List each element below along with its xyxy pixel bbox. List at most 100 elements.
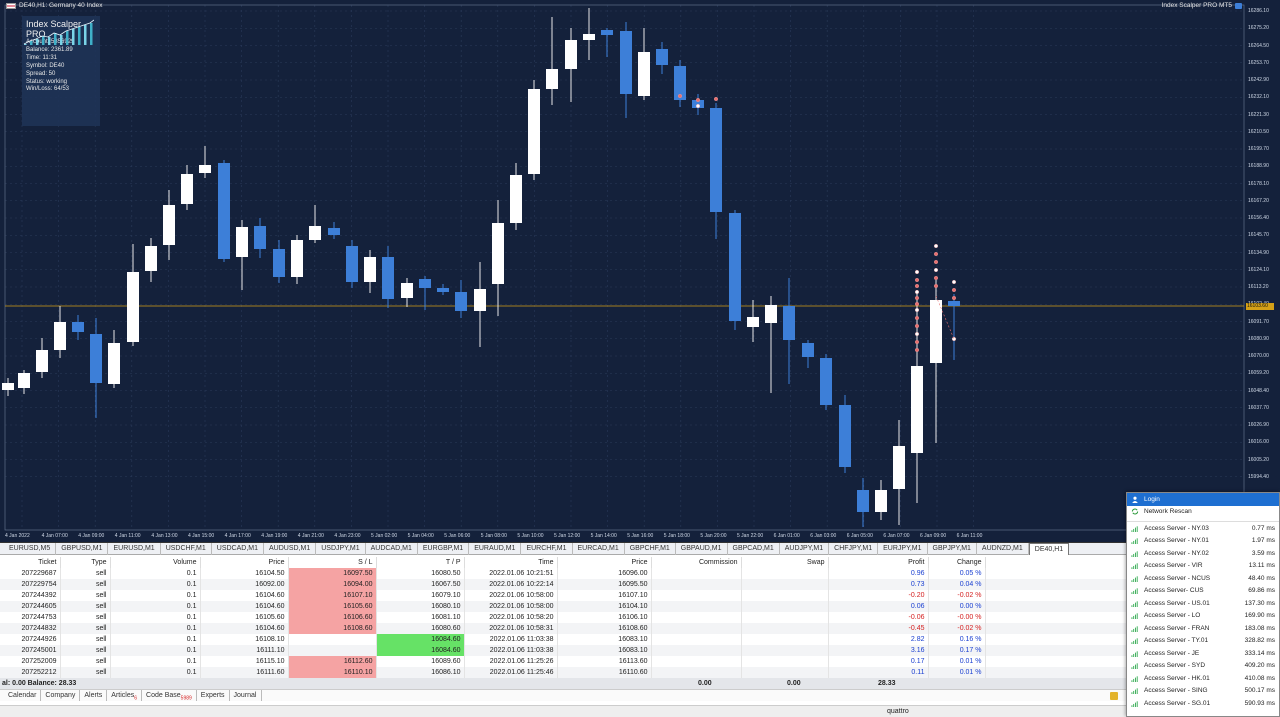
cell-volume: 0.1 bbox=[110, 656, 201, 667]
trade-row[interactable]: 207252009 sell 0.1 16115.10 16112.60 16089.60… bbox=[0, 656, 1130, 667]
trade-row[interactable]: 207252212 sell 0.1 16111.60 16110.10 16086.10… bbox=[0, 667, 1130, 678]
trade-row[interactable]: 207244926 sell 0.1 16108.10 16084.60 2022.01.… bbox=[0, 634, 1130, 645]
status-text: quattro bbox=[887, 708, 909, 715]
bear-candle bbox=[948, 301, 960, 306]
trade-row[interactable]: 207244605 sell 0.1 16104.60 16105.60 16080.10… bbox=[0, 601, 1130, 612]
trade-row[interactable]: 207229754 sell 0.1 16092.00 16094.00 16067.50… bbox=[0, 579, 1130, 590]
symbol-tab[interactable]: EURUSD,M1 bbox=[108, 543, 161, 555]
column-header[interactable]: Price bbox=[557, 557, 652, 568]
server-item[interactable]: Access Server - NY.02 3.59 ms bbox=[1127, 547, 1279, 560]
server-item[interactable]: Access Server- CUS 69.86 ms bbox=[1127, 585, 1279, 598]
sparkline-logo-icon bbox=[23, 19, 94, 45]
server-item[interactable]: Access Server - SG.01 590.93 ms bbox=[1127, 697, 1279, 710]
symbol-tab[interactable]: AUDUSD,M1 bbox=[264, 543, 317, 555]
symbol-tab[interactable]: EURGBP,M1 bbox=[418, 543, 470, 555]
symbol-tab[interactable]: CHFJPY,M1 bbox=[829, 543, 879, 555]
trade-row[interactable]: 207229687 sell 0.1 16104.50 16097.50 16080.50… bbox=[0, 568, 1130, 579]
symbol-tab[interactable]: GBPJPY,M1 bbox=[928, 543, 977, 555]
trade-marker bbox=[952, 280, 957, 285]
column-header[interactable]: Volume bbox=[110, 557, 201, 568]
trade-row[interactable]: 207245001 sell 0.1 16111.10 16084.60 2022.01.… bbox=[0, 645, 1130, 656]
column-header[interactable]: Type bbox=[60, 557, 111, 568]
cell-type: sell bbox=[60, 645, 111, 656]
server-item[interactable]: Access Server - NCUS 48.40 ms bbox=[1127, 572, 1279, 585]
toolbox-tab[interactable]: Alerts bbox=[80, 690, 108, 701]
server-ping: 183.08 ms bbox=[1244, 624, 1275, 632]
toolbox-tab[interactable]: Calendar bbox=[4, 690, 42, 701]
column-header[interactable]: S / L bbox=[288, 557, 377, 568]
cell-profit: 0.96 bbox=[828, 568, 929, 579]
server-name: Access Server - LO bbox=[1144, 612, 1201, 620]
sparkline-bar bbox=[54, 33, 57, 45]
symbol-tab[interactable]: EURJPY,M1 bbox=[878, 543, 928, 555]
symbol-tab[interactable]: AUDCAD,M1 bbox=[366, 543, 418, 555]
column-header[interactable]: Ticket bbox=[0, 557, 61, 568]
bear-candle bbox=[601, 30, 613, 35]
column-header[interactable]: Profit bbox=[828, 557, 929, 568]
price-axis-label: 16156.40 bbox=[1248, 215, 1269, 221]
cell-commission bbox=[651, 579, 742, 590]
symbol-tab[interactable]: USDJPY,M1 bbox=[316, 543, 366, 555]
indicator-label: Index Scalper PRO MT5 bbox=[1162, 2, 1242, 9]
server-item[interactable]: Access Server - NY.03 0.77 ms bbox=[1127, 522, 1279, 535]
cell-time: 2022.01.06 10:58:00 bbox=[464, 590, 558, 601]
toolbox-tab-label: Articles bbox=[111, 692, 135, 699]
server-item[interactable]: Access Server - JE 333.14 ms bbox=[1127, 647, 1279, 660]
column-header[interactable]: Price bbox=[200, 557, 289, 568]
time-axis-label: 6 Jan 01:00 bbox=[773, 533, 800, 539]
symbol-tab[interactable]: GBPAUD,M1 bbox=[676, 543, 728, 555]
cell-tp: 16080.10 bbox=[376, 601, 465, 612]
symbol-tab[interactable]: DE40,H1 bbox=[1028, 543, 1070, 555]
trade-row[interactable]: 207244753 sell 0.1 16105.60 16106.60 16081.10… bbox=[0, 612, 1130, 623]
toolbox-tab[interactable]: Experts bbox=[197, 690, 230, 701]
cell-price: 16111.10 bbox=[200, 645, 289, 656]
network-rescan-item[interactable]: Network Rescan bbox=[1127, 506, 1279, 519]
symbol-tab[interactable]: USDCAD,M1 bbox=[212, 543, 264, 555]
trade-row[interactable]: 207244832 sell 0.1 16104.60 16108.60 16080.60… bbox=[0, 623, 1130, 634]
column-header[interactable]: Change bbox=[928, 557, 986, 568]
cell-sl: 16108.60 bbox=[288, 623, 377, 634]
server-item[interactable]: Access Server - TY.01 328.82 ms bbox=[1127, 635, 1279, 648]
server-item[interactable]: Access Server - FRAN 183.08 ms bbox=[1127, 622, 1279, 635]
cell-sl: 16110.10 bbox=[288, 667, 377, 678]
bear-candle bbox=[802, 343, 814, 357]
server-item[interactable]: Access Server - NY.01 1.97 ms bbox=[1127, 535, 1279, 548]
server-ping: 1.97 ms bbox=[1251, 537, 1275, 545]
column-header[interactable]: Commission bbox=[651, 557, 742, 568]
price-chart[interactable]: DE40,H1: Germany 40 Index Index Scalper … bbox=[0, 0, 1280, 543]
symbol-tab[interactable]: EURUSD,M5 bbox=[4, 543, 57, 555]
server-item[interactable]: Access Server - SING 500.17 ms bbox=[1127, 685, 1279, 698]
trade-marker bbox=[915, 270, 920, 275]
symbol-tab[interactable]: USDCHF,M1 bbox=[161, 543, 212, 555]
symbol-tab[interactable]: GBPCAD,M1 bbox=[728, 543, 780, 555]
toolbox-tab[interactable]: Journal bbox=[230, 690, 262, 701]
server-item[interactable]: Access Server - VIR 13.11 ms bbox=[1127, 560, 1279, 573]
trade-marker bbox=[915, 290, 920, 295]
symbol-tab[interactable]: EURAUD,M1 bbox=[469, 543, 522, 555]
symbol-tab[interactable]: AUDNZD,M1 bbox=[977, 543, 1029, 555]
symbol-tab[interactable]: EURCHF,M1 bbox=[521, 543, 573, 555]
login-menu-item[interactable]: Login bbox=[1127, 493, 1279, 506]
column-header[interactable]: Swap bbox=[741, 557, 829, 568]
trade-row[interactable]: 207244392 sell 0.1 16104.60 16107.10 16079.10… bbox=[0, 590, 1130, 601]
toolbox-tab[interactable]: Articles6 bbox=[107, 690, 143, 701]
symbol-tab[interactable]: GBPUSD,M1 bbox=[56, 543, 109, 555]
column-header[interactable]: Time bbox=[464, 557, 558, 568]
column-header[interactable]: T / P bbox=[376, 557, 465, 568]
cell-swap bbox=[741, 634, 829, 645]
candlestick-chart[interactable] bbox=[0, 0, 1280, 543]
server-item[interactable]: Access Server - HK.01 410.08 ms bbox=[1127, 672, 1279, 685]
server-item[interactable]: Access Server - LO 169.90 ms bbox=[1127, 610, 1279, 623]
bull-candle bbox=[875, 490, 887, 512]
symbol-tab[interactable]: AUDJPY,M1 bbox=[780, 543, 830, 555]
toolbox-tab[interactable]: Code Base5989 bbox=[142, 690, 197, 701]
cell-tp: 16084.60 bbox=[376, 634, 465, 645]
signal-strength-icon bbox=[1131, 651, 1138, 657]
toolbox-tab[interactable]: Company bbox=[41, 690, 81, 701]
server-item[interactable]: Access Server - SYD 409.20 ms bbox=[1127, 660, 1279, 673]
symbol-tab[interactable]: EURCAD,M1 bbox=[573, 543, 625, 555]
server-item[interactable]: Access Server - US.01 137.30 ms bbox=[1127, 597, 1279, 610]
cell-volume: 0.1 bbox=[110, 667, 201, 678]
lock-icon bbox=[1110, 692, 1118, 700]
symbol-tab[interactable]: GBPCHF,M1 bbox=[625, 543, 676, 555]
